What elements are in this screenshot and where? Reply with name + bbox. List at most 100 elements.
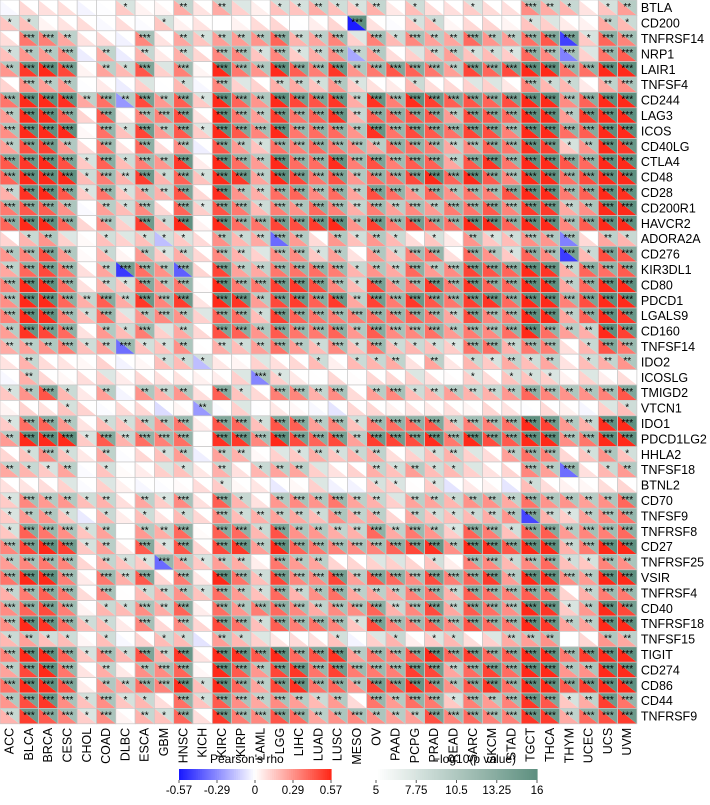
heatmap-cell: [327, 461, 348, 478]
significance-stars: ***: [100, 156, 112, 167]
heatmap-cell: [96, 400, 117, 417]
pvalue-triangle: [270, 123, 290, 139]
significance-stars: ***: [602, 48, 614, 59]
heatmap-cell: ***: [211, 138, 232, 155]
significance-stars: *: [529, 372, 533, 383]
heatmap-cell: [482, 400, 503, 417]
heatmap-cell: [250, 246, 271, 263]
significance-stars: ***: [139, 171, 151, 182]
heatmap-cell: ***: [578, 430, 599, 447]
heatmap-cell: [192, 246, 213, 263]
pvalue-triangle: [347, 107, 367, 124]
significance-stars: ***: [274, 233, 286, 244]
heatmap-cell: **: [96, 45, 117, 62]
heatmap-cell: ***: [269, 122, 290, 139]
significance-stars: **: [623, 356, 631, 367]
heatmap-cell: **: [250, 261, 271, 278]
heatmap-cell: ***: [597, 430, 618, 447]
significance-stars: ***: [293, 156, 305, 167]
pvalue-triangle: [96, 0, 116, 16]
heatmap-cell: ***: [597, 307, 618, 324]
significance-stars: ***: [390, 171, 402, 182]
heatmap-cell: *: [540, 369, 561, 386]
significance-stars: ***: [100, 295, 112, 306]
pvalue-triangle: [308, 61, 329, 77]
pvalue-triangle: [193, 15, 213, 31]
heatmap-cell: *: [578, 246, 599, 263]
heatmap-cell: ***: [540, 215, 561, 232]
heatmap-cell: ***: [269, 153, 290, 170]
rho-triangle: [501, 77, 522, 93]
heatmap-cell: ***: [597, 338, 618, 355]
significance-stars: ***: [506, 156, 518, 167]
heatmap-cell: **: [38, 45, 59, 62]
pvalue-triangle: [135, 0, 155, 16]
heatmap-cell: ***: [617, 338, 638, 355]
heatmap-cell: *: [404, 76, 425, 93]
heatmap-cell: [231, 461, 252, 478]
rho-triangle: [347, 46, 367, 62]
significance-stars: ***: [506, 310, 518, 321]
heatmap-cell: **: [96, 323, 117, 340]
heatmap-cell: ***: [559, 153, 580, 170]
significance-stars: ***: [428, 156, 440, 167]
significance-stars: ***: [409, 156, 421, 167]
heatmap-cell: [115, 30, 136, 47]
heatmap-cell: ***: [57, 169, 78, 186]
heatmap-cell: *: [115, 61, 136, 78]
pvalue-triangle: [19, 30, 39, 47]
heatmap-cell: [559, 400, 580, 417]
heatmap-cell: ***: [366, 92, 387, 109]
heatmap-cell: [404, 477, 425, 494]
heatmap-cell: ***: [269, 415, 290, 432]
significance-stars: ***: [467, 279, 479, 290]
heatmap-cell: ***: [559, 246, 580, 263]
significance-stars: **: [411, 187, 419, 198]
heatmap-cell: [462, 400, 483, 417]
rho-triangle: [463, 15, 483, 31]
heatmap-cell: *: [57, 384, 78, 401]
significance-stars: *: [316, 79, 320, 90]
heatmap-cell: ***: [134, 30, 155, 47]
heatmap-cell: ***: [308, 153, 329, 170]
heatmap-cell: ***: [18, 307, 39, 324]
significance-stars: ***: [409, 418, 421, 429]
heatmap-cell: [115, 230, 136, 247]
pvalue-triangle: [386, 107, 406, 124]
pvalue-triangle: [96, 123, 116, 139]
significance-stars: ***: [486, 64, 498, 75]
heatmap-cell: *: [347, 446, 368, 463]
pvalue-triangle: [0, 61, 20, 77]
heatmap-cell: ***: [347, 138, 368, 155]
heatmap-cell: ***: [38, 30, 59, 47]
heatmap-cell: **: [501, 353, 522, 370]
pvalue-triangle: [617, 15, 637, 31]
heatmap-cell: **: [540, 230, 561, 247]
significance-stars: ***: [409, 248, 421, 259]
heatmap-cell: [269, 400, 290, 417]
heatmap-cell: *: [115, 323, 136, 340]
rho-triangle: [386, 46, 406, 62]
pvalue-triangle: [463, 92, 483, 108]
significance-stars: *: [123, 187, 127, 198]
significance-stars: ***: [544, 64, 556, 75]
significance-stars: ***: [428, 310, 440, 321]
heatmap-cell: ***: [462, 261, 483, 278]
pvalue-triangle: [212, 123, 232, 139]
heatmap-cell: [347, 30, 368, 47]
heatmap-cell: ***: [38, 169, 59, 186]
heatmap-cell: ***: [96, 169, 117, 186]
significance-stars: ***: [467, 141, 479, 152]
heatmap-cell: ***: [462, 138, 483, 155]
significance-stars: ***: [525, 125, 537, 136]
significance-stars: ***: [62, 156, 74, 167]
rho-triangle: [598, 77, 618, 93]
heatmap-cell: *: [38, 461, 59, 478]
significance-stars: ***: [235, 418, 247, 429]
pvalue-triangle: [328, 0, 348, 16]
rho-triangle: [386, 77, 406, 93]
heatmap-cell: ***: [424, 92, 445, 109]
heatmap-cell: ***: [38, 138, 59, 155]
heatmap-cell: ***: [231, 153, 252, 170]
significance-stars: **: [257, 295, 265, 306]
